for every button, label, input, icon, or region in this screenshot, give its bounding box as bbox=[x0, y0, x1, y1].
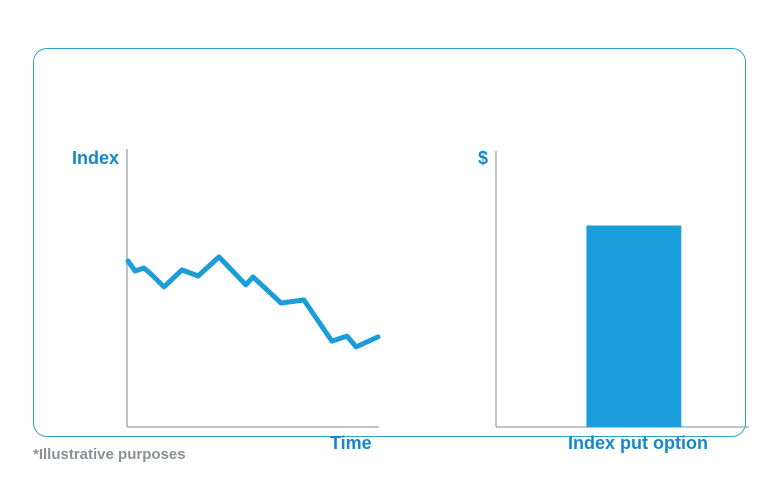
index-line-series bbox=[125, 254, 381, 350]
bar-chart-y-axis-label: $ bbox=[478, 148, 489, 168]
line-chart-y-axis-label: Index bbox=[72, 148, 120, 168]
figure-frame: Index Time $ Index put option bbox=[33, 48, 749, 453]
index-line-chart bbox=[125, 149, 381, 428]
put-option-bar-chart bbox=[495, 151, 749, 428]
bar-chart-category-label: Index put option bbox=[568, 433, 708, 453]
line-chart-x-axis-label: Time bbox=[330, 433, 372, 453]
put-option-bar bbox=[586, 225, 682, 427]
footnote: *Illustrative purposes bbox=[33, 446, 186, 463]
